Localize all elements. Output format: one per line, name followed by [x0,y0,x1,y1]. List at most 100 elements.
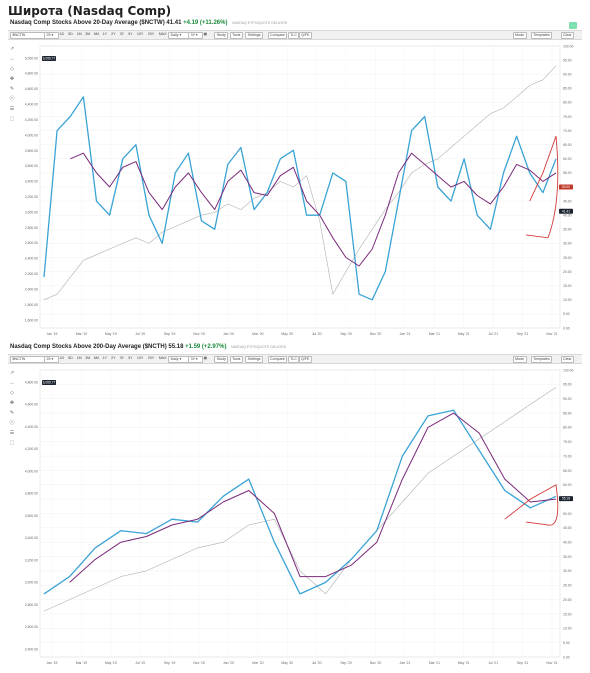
toolbar-button-mode[interactable]: Mode [512,32,527,39]
text-icon[interactable]: ⓣ [9,96,15,102]
right-tick-label: 45.00 [563,199,572,203]
range-button-3m[interactable]: 3M [85,356,91,360]
toolbar-button-templates[interactable]: Templates [530,32,553,39]
measure-icon[interactable]: ↔ [9,380,15,386]
shape-icon[interactable]: ◇ [10,390,14,396]
right-tick-label: 30.00 [563,242,572,246]
left-tick-label: 4,800.00 [25,72,38,76]
x-tick-label: Mar '20 [252,332,263,336]
left-tick-label: 3,200.00 [25,195,38,199]
right-tick-label: 5.00 [563,641,570,645]
trendline-icon[interactable]: ↗ [9,370,15,376]
range-button-2y[interactable]: 2Y [111,356,116,360]
last-value: 55.18 [168,344,184,350]
range-button-max[interactable]: MAX [158,32,167,36]
range-button-1m[interactable]: 1M [76,32,82,36]
interval2-select[interactable]: 3Y ▾ [188,356,204,363]
toolbar-button-study[interactable]: Study [214,356,229,363]
range-button-1y[interactable]: 1Y [102,32,107,36]
range-button-5y[interactable]: 5Y [128,356,133,360]
range-button-20y[interactable]: 20Y [147,32,155,36]
interval-select[interactable]: Daily ▾ [168,356,190,363]
interval-select[interactable]: Daily ▾ [168,32,190,39]
toolbar-button-compare[interactable]: Compare [267,32,288,39]
toolbar-button-tools[interactable]: Tools [229,32,243,39]
symbol-input[interactable]: $NCTW [10,356,45,363]
right-tick-label: 30.00 [563,569,572,573]
toolbar-button-qfe[interactable]: Q/FE [298,356,312,363]
x-tick-label: Mar '19 [76,661,87,665]
x-tick-label: Mar '20 [252,661,263,665]
x-tick-label: May '20 [281,661,293,665]
right-tick-label: 95.00 [563,383,572,387]
trendline-icon[interactable]: ↗ [9,46,15,52]
plot-border [39,369,561,658]
toolbar-button-templates[interactable]: Templates [530,356,553,363]
toolbar-button-tools[interactable]: Tools [229,356,243,363]
range-button-10y[interactable]: 10Y [136,32,144,36]
left-tick-label: 4,400.00 [25,103,38,107]
toolbar-button-compare[interactable]: Compare [267,356,288,363]
range-button-1y[interactable]: 1Y [102,356,107,360]
range-button-max[interactable]: MAX [158,356,167,360]
range-button-3y[interactable]: 3Y [119,32,125,36]
crosshair-icon[interactable]: ✥ [9,76,15,82]
x-tick-label: Jul '21 [488,661,498,665]
right-tick-label: 90.00 [563,397,572,401]
right-tick-label: 100.00 [563,368,573,372]
interval2-select[interactable]: 3Y ▾ [188,32,204,39]
range-button-5d[interactable]: 5D [68,32,73,36]
right-tick-label: 20.00 [563,598,572,602]
magnet-icon[interactable]: ⬚ [9,116,15,122]
draw-icon[interactable]: ✎ [9,410,15,416]
symbol-input[interactable]: $NCTW [10,32,45,39]
crosshair-icon[interactable]: ✥ [9,400,15,406]
change-value: +4.19 (+11.26%) [183,20,228,26]
draw-icon[interactable]: ✎ [9,86,15,92]
magnet-icon[interactable]: ⬚ [9,440,15,446]
range-button-6m[interactable]: 6M [93,32,99,36]
toolbar-button-settings[interactable]: Settings [245,32,264,39]
toolbar-button-study[interactable]: Study [214,32,229,39]
feed-label: NASDAQ ETFS/QUOTE DELAYED [231,345,287,349]
right-tick-label: 40.00 [563,541,572,545]
layers-icon[interactable]: ☰ [9,106,15,112]
right-tick-label: 25.00 [563,584,572,588]
period-select[interactable]: 25 ▾ [44,32,59,39]
range-button-1d[interactable]: 1D [59,356,65,360]
calendar-icon[interactable]: ▦ [203,356,207,360]
calendar-icon[interactable]: ▦ [203,32,207,36]
toolbar-button-tlc[interactable]: TLC [287,32,300,39]
layers-icon[interactable]: ☰ [9,430,15,436]
range-button-1m[interactable]: 1M [76,356,82,360]
app-logo-icon [569,22,577,29]
toolbar-button-settings[interactable]: Settings [245,356,264,363]
x-tick-label: Mar '21 [429,661,440,665]
left-tick-label: 3,200.00 [25,558,38,562]
period-select[interactable]: 25 ▾ [44,356,59,363]
right-tick-label: 10.00 [563,298,572,302]
measure-icon[interactable]: ↔ [9,56,15,62]
toolbar-button-clear[interactable]: Clear [560,32,575,39]
shape-icon[interactable]: ◇ [10,66,14,72]
range-button-5y[interactable]: 5Y [128,32,133,36]
annotation-curve [525,136,559,239]
range-button-20y[interactable]: 20Y [147,356,155,360]
value-badge-label: 41.41 [562,209,570,213]
range-button-6m[interactable]: 6M [93,356,99,360]
toolbar-button-clear[interactable]: Clear [560,356,575,363]
range-button-2y[interactable]: 2Y [111,32,116,36]
drawing-tools: ↗ ↔ ◇ ✥ ✎ ⓣ ☰ ⬚ [8,44,17,126]
left-tick-label: 3,600.00 [25,164,38,168]
range-button-3m[interactable]: 3M [85,32,91,36]
toolbar-button-qfe[interactable]: Q/FE [298,32,312,39]
range-button-5d[interactable]: 5D [68,356,73,360]
range-button-10y[interactable]: 10Y [136,356,144,360]
text-icon[interactable]: ⓣ [9,420,15,426]
toolbar-button-mode[interactable]: Mode [512,356,527,363]
left-tick-label: 4,600.00 [25,87,38,91]
range-button-1d[interactable]: 1D [59,32,65,36]
toolbar-button-tlc[interactable]: TLC [287,356,300,363]
range-button-3y[interactable]: 3Y [119,356,125,360]
right-tick-label: 55.00 [563,171,572,175]
